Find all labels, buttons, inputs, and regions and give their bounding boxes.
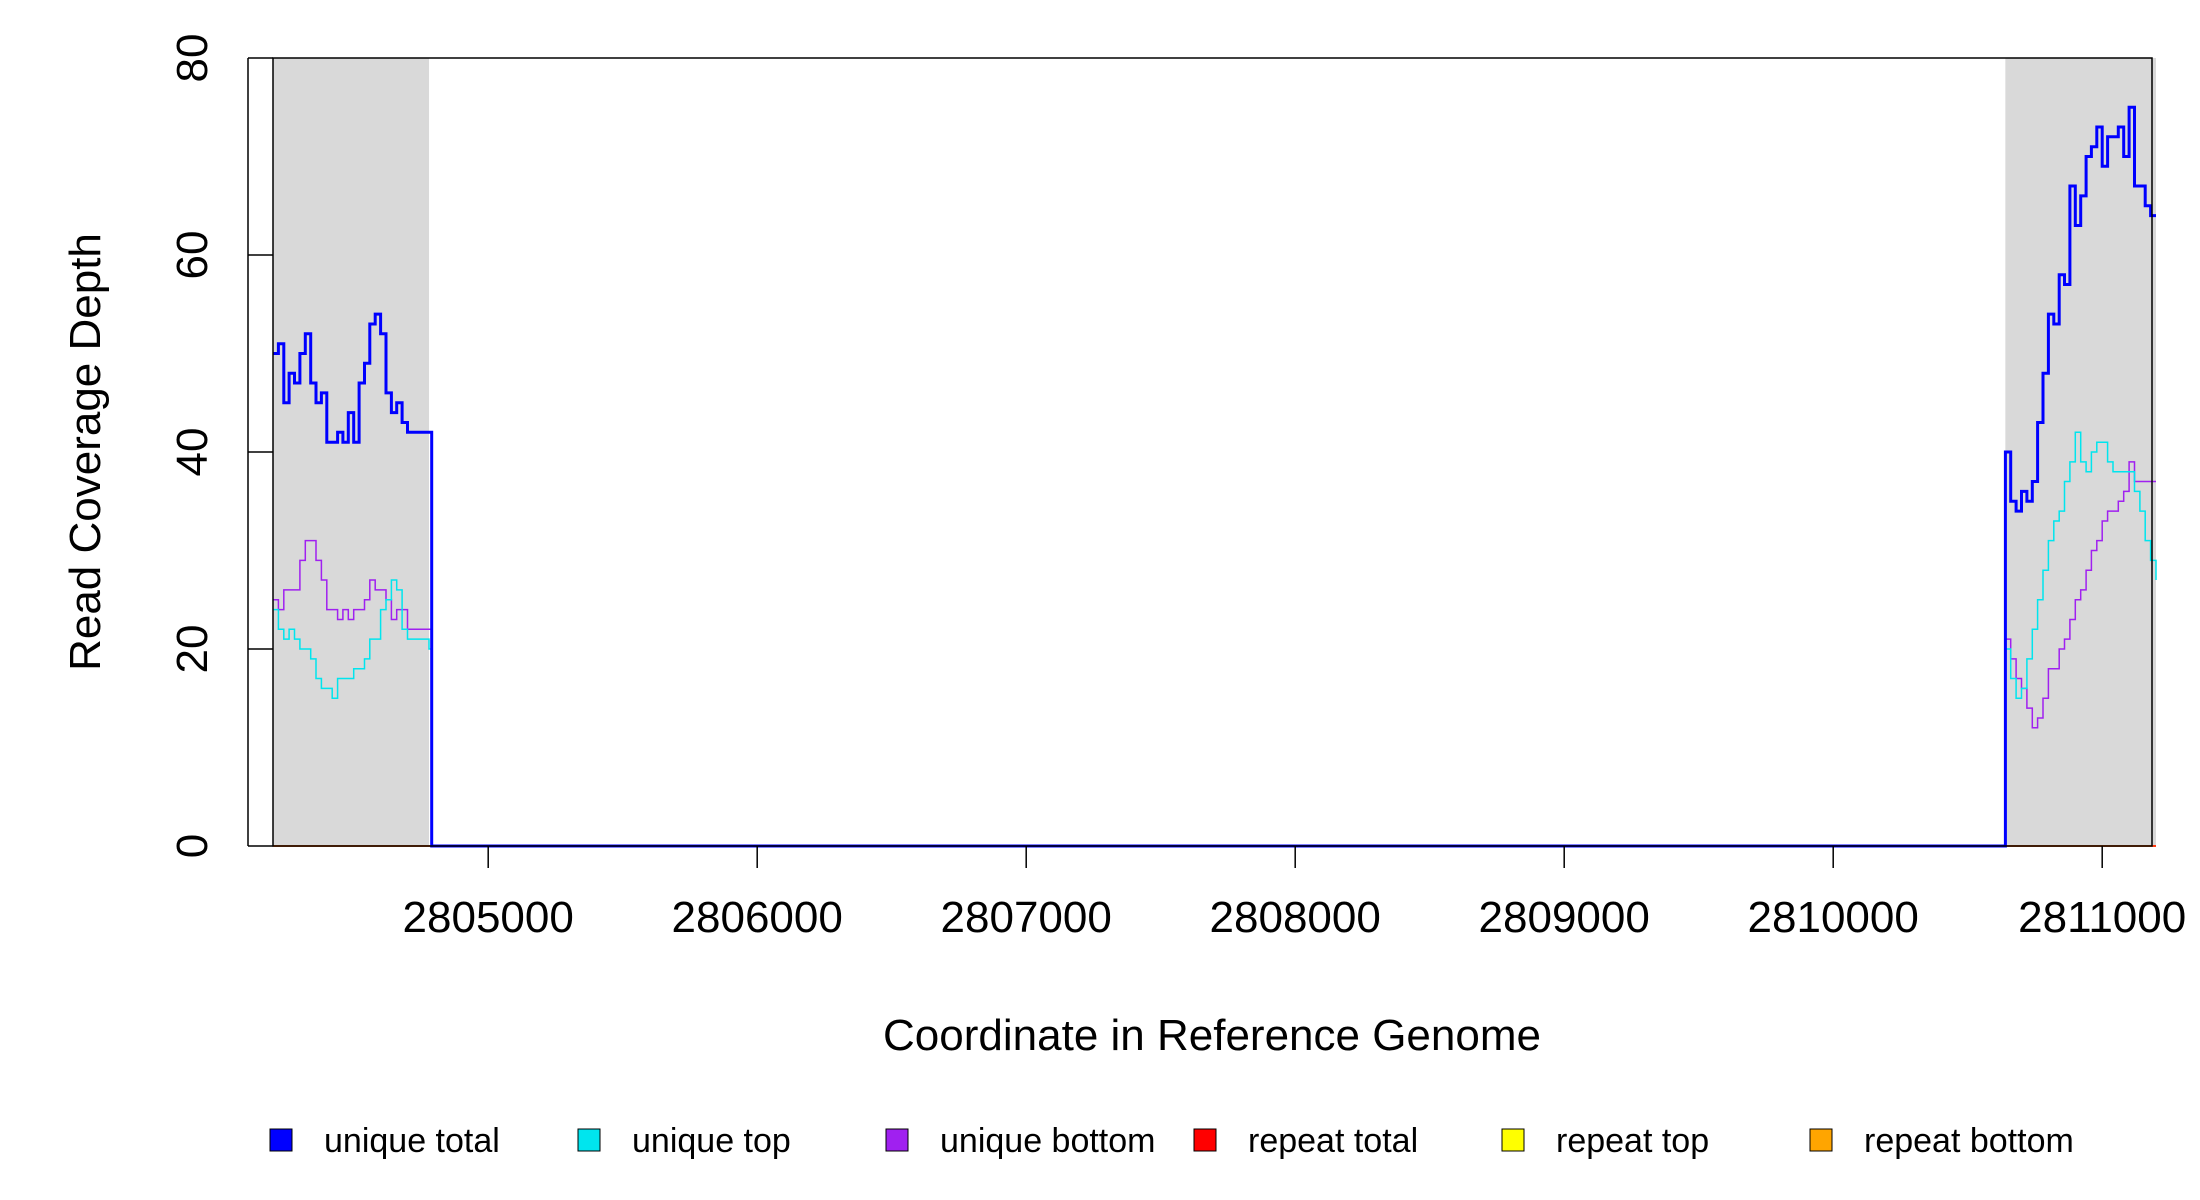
series-line-unique-top bbox=[273, 431, 2157, 847]
series-line-unique-bottom bbox=[273, 461, 2156, 847]
legend-swatch-repeat-bottom bbox=[1809, 1128, 1833, 1152]
x-tick-label-2810000: 2810000 bbox=[1748, 893, 1919, 942]
x-tick-label-2806000: 2806000 bbox=[672, 893, 843, 942]
series-line-unique-total bbox=[273, 105, 2156, 848]
series-lines bbox=[273, 105, 2157, 848]
legend-swatch-repeat-total bbox=[1193, 1128, 1217, 1152]
legend-label-unique-top: unique top bbox=[632, 1122, 791, 1160]
legend-swatch-repeat-top bbox=[1501, 1128, 1525, 1152]
legend-swatch-unique-top bbox=[577, 1128, 601, 1152]
y-tick-label-40: 40 bbox=[168, 428, 217, 477]
y-axis: 0 20 40 60 80 bbox=[168, 34, 273, 858]
legend: unique total unique top unique bottom repea… bbox=[269, 1122, 2074, 1160]
legend-label-unique-bottom: unique bottom bbox=[940, 1122, 1156, 1160]
legend-swatch-unique-total bbox=[269, 1128, 293, 1152]
shaded-regions bbox=[273, 58, 2156, 846]
legend-swatch-unique-bottom bbox=[885, 1128, 909, 1152]
shaded-region-0 bbox=[273, 58, 430, 846]
y-axis-title: Read Coverage Depth bbox=[61, 233, 110, 671]
legend-label-repeat-total: repeat total bbox=[1248, 1122, 1418, 1160]
x-tick-label-2805000: 2805000 bbox=[403, 893, 574, 942]
plot-frame bbox=[272, 57, 2153, 847]
y-tick-label-80: 80 bbox=[168, 34, 217, 83]
x-axis: 2805000 2806000 2807000 2808000 2809000 28100… bbox=[403, 846, 2186, 942]
x-tick-label-2811000: 2811000 bbox=[2018, 893, 2186, 942]
x-tick-label-2807000: 2807000 bbox=[941, 893, 1112, 942]
y-tick-label-0: 0 bbox=[168, 834, 217, 858]
y-tick-label-20: 20 bbox=[168, 625, 217, 674]
x-tick-label-2809000: 2809000 bbox=[1479, 893, 1650, 942]
y-tick-label-60: 60 bbox=[168, 231, 217, 280]
legend-label-repeat-top: repeat top bbox=[1556, 1122, 1709, 1160]
x-axis-title: Coordinate in Reference Genome bbox=[883, 1011, 1541, 1060]
legend-label-repeat-bottom: repeat bottom bbox=[1864, 1122, 2074, 1160]
legend-label-unique-total: unique total bbox=[324, 1122, 500, 1160]
x-tick-label-2808000: 2808000 bbox=[1210, 893, 1381, 942]
